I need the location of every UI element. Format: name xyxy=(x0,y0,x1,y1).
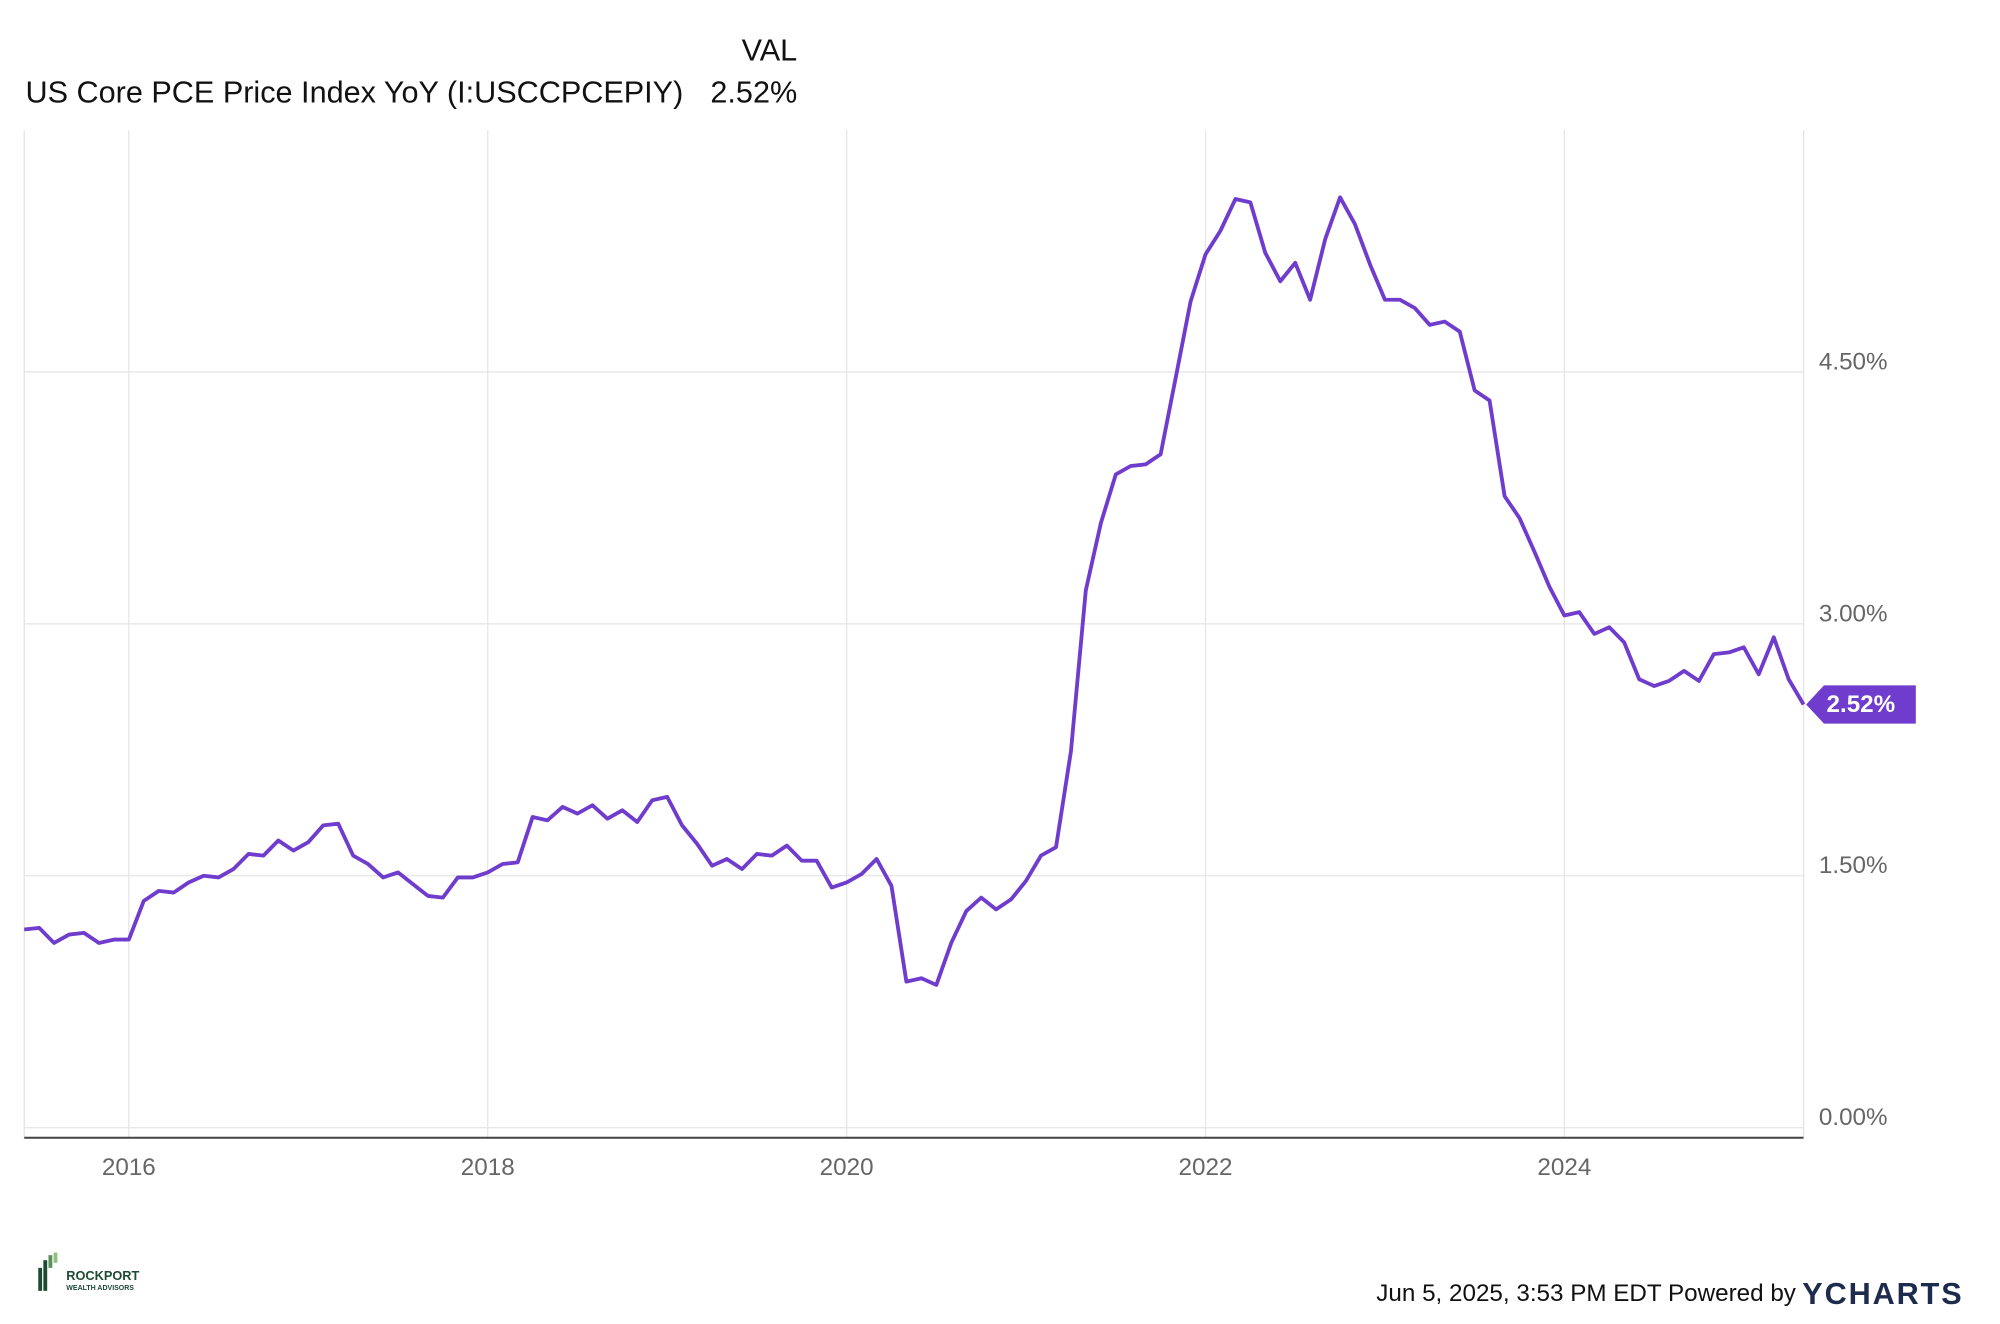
logo-bar xyxy=(38,1267,43,1291)
end-badge-label: 2.52% xyxy=(1827,691,1896,718)
y-tick-label: 1.50% xyxy=(1819,852,1888,879)
x-tick-label: 2018 xyxy=(461,1154,515,1181)
footer: Jun 5, 2025, 3:53 PM EDT Powered by xyxy=(1376,1280,1796,1307)
end-badge xyxy=(1806,685,1916,724)
x-tick-label: 2020 xyxy=(820,1154,874,1181)
legend-series-name: US Core PCE Price Index YoY (I:USCCPCEPI… xyxy=(26,75,684,109)
y-tick-label: 4.50% xyxy=(1819,348,1888,375)
logo-bar xyxy=(48,1255,53,1268)
x-tick-label: 2022 xyxy=(1179,1154,1233,1181)
logo-bar xyxy=(53,1252,58,1263)
logo-name: ROCKPORT xyxy=(66,1268,139,1283)
source-brand: YCHARTS xyxy=(1802,1277,1963,1311)
legend-header: VAL xyxy=(742,33,798,67)
x-tick-label: 2024 xyxy=(1537,1154,1591,1181)
logo-subtitle: WEALTH ADVISORS xyxy=(66,1285,134,1292)
y-tick-label: 3.00% xyxy=(1819,600,1888,627)
legend-value: 2.52% xyxy=(710,75,797,109)
y-tick-label: 0.00% xyxy=(1819,1104,1888,1131)
series-line xyxy=(24,195,1806,987)
logo: ROCKPORT WEALTH ADVISORS xyxy=(38,1252,139,1292)
x-tick-label: 2016 xyxy=(102,1154,156,1181)
logo-bar xyxy=(43,1260,48,1291)
